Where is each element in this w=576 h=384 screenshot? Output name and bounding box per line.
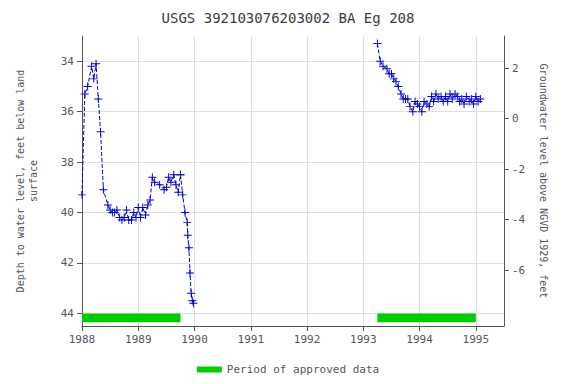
svg-text:Groundwater level above NGVD 1: Groundwater level above NGVD 1929, feet — [538, 64, 549, 299]
svg-text:34: 34 — [61, 55, 75, 68]
svg-text:1989: 1989 — [125, 333, 152, 346]
svg-text:44: 44 — [61, 307, 75, 320]
svg-text:1994: 1994 — [406, 333, 433, 346]
svg-text:USGS 392103076203002 BA Eg 208: USGS 392103076203002 BA Eg 208 — [162, 10, 415, 26]
svg-text:-4: -4 — [512, 213, 526, 226]
svg-text:1993: 1993 — [350, 333, 377, 346]
svg-text:1995: 1995 — [463, 333, 490, 346]
svg-text:36: 36 — [61, 105, 74, 118]
svg-text:38: 38 — [61, 156, 74, 169]
svg-text:2: 2 — [512, 62, 519, 75]
svg-text:0: 0 — [512, 112, 519, 125]
svg-text:1992: 1992 — [294, 333, 321, 346]
svg-text:42: 42 — [61, 256, 74, 269]
svg-text:Period of approved data: Period of approved data — [227, 363, 379, 376]
svg-text:1991: 1991 — [238, 333, 264, 346]
svg-text:Depth to water level, feet bel: Depth to water level, feet below land — [15, 70, 26, 293]
svg-text:40: 40 — [61, 206, 74, 219]
svg-text:-2: -2 — [512, 163, 525, 176]
svg-text:1990: 1990 — [181, 333, 208, 346]
svg-text:1988: 1988 — [69, 333, 96, 346]
svg-text:surface: surface — [28, 160, 39, 202]
svg-text:-6: -6 — [512, 264, 525, 277]
